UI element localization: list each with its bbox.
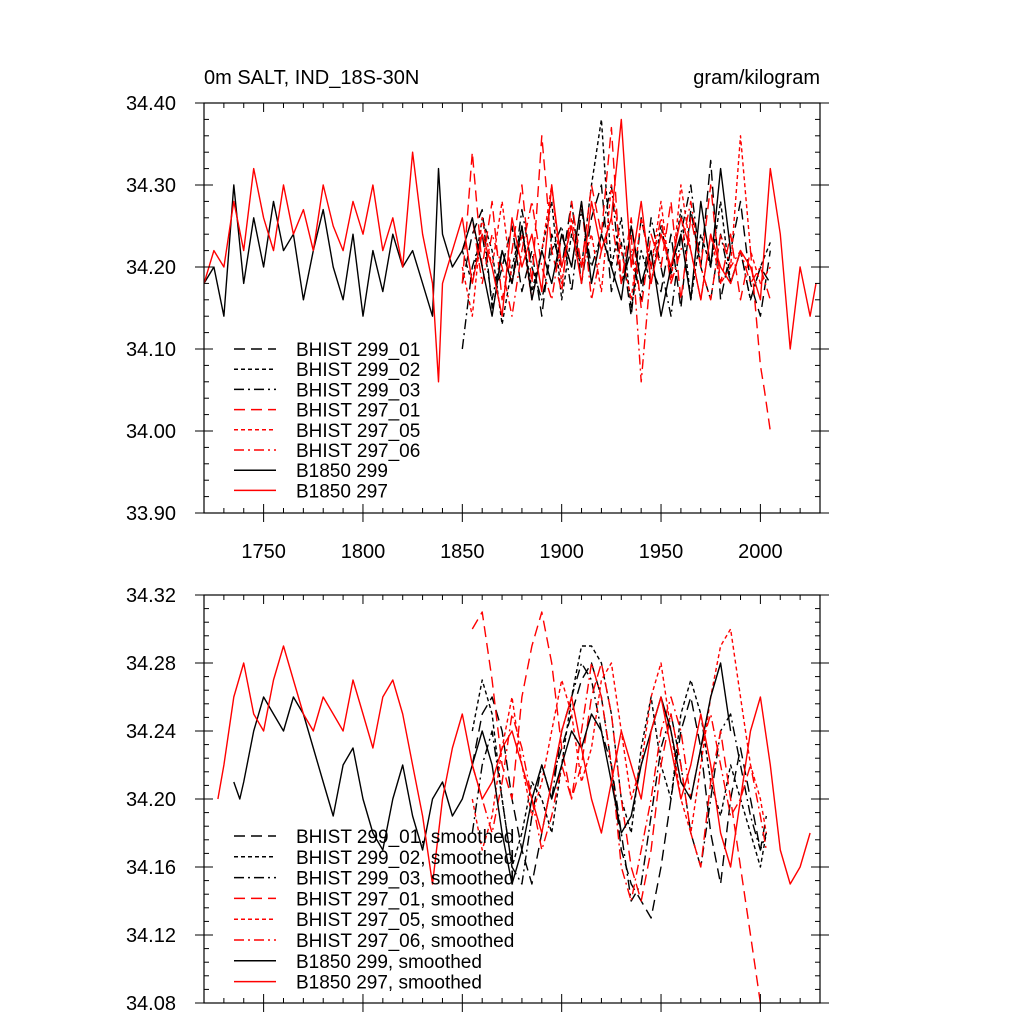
legend-label: BHIST 299_02, smoothed bbox=[296, 848, 514, 869]
panel-salinity-raw: 1750 1800 1850 1900 1950 2000 33.90 34.00 34.10 3… bbox=[126, 93, 829, 563]
legend-label: BHIST 297_05, smoothed bbox=[296, 910, 514, 931]
x-tick-label: 1800 bbox=[341, 541, 386, 563]
y-tick-label: 34.30 bbox=[126, 175, 176, 197]
y-tick-label: 34.40 bbox=[126, 93, 176, 115]
series-line-bhist-297-05 bbox=[461, 135, 771, 317]
legend-label: BHIST 299_01, smoothed bbox=[296, 827, 514, 848]
y-tick-label: 34.24 bbox=[126, 721, 176, 743]
series-line-bhist-299-01 bbox=[461, 159, 771, 317]
y-tick-label: 34.20 bbox=[126, 257, 176, 279]
x-tick-label: 2000 bbox=[738, 541, 783, 563]
legend-label: BHIST 297_01, smoothed bbox=[296, 889, 514, 910]
y-tick-label: 34.10 bbox=[126, 339, 176, 361]
y-tick-label: 34.12 bbox=[126, 925, 176, 947]
series-line-bhist-299-02 bbox=[461, 118, 771, 326]
series-group bbox=[217, 611, 811, 1003]
legend-label: BHIST 299_03 bbox=[296, 380, 420, 401]
panel1-units: gram/kilogram bbox=[693, 67, 820, 89]
series-line-bhist-299-01-smoothed bbox=[471, 662, 767, 919]
legend-label: BHIST 297_05 bbox=[296, 421, 420, 442]
series-line-bhist-297-06 bbox=[461, 200, 771, 383]
y-tick-label: 34.32 bbox=[126, 585, 176, 607]
x-tick-label: 1950 bbox=[639, 541, 684, 563]
y-tick-label: 34.08 bbox=[126, 993, 176, 1015]
series-line-b1850-297 bbox=[204, 118, 817, 383]
series-group bbox=[204, 118, 817, 432]
legend-label: B1850 299 bbox=[296, 461, 388, 482]
legend-label: BHIST 299_02 bbox=[296, 360, 420, 381]
y-tick-label: 34.28 bbox=[126, 653, 176, 675]
legend-label: BHIST 299_03, smoothed bbox=[296, 869, 514, 890]
plot-frame bbox=[203, 102, 821, 514]
legend-label: B1850 299, smoothed bbox=[296, 952, 482, 973]
series-line-b1850-299-smoothed bbox=[233, 662, 732, 885]
panel-salinity-smoothed: 34.08 34.12 34.16 34.20 34.24 34.28 34.32 BHIST… bbox=[126, 585, 829, 1015]
legend-label: B1850 297, smoothed bbox=[296, 973, 482, 994]
legend-label: BHIST 297_01 bbox=[296, 401, 420, 422]
legend-label: B1850 297 bbox=[296, 481, 388, 502]
panel1-title: 0m SALT, IND_18S-30N bbox=[204, 67, 419, 89]
y-tick-label: 34.20 bbox=[126, 789, 176, 811]
y-tick-label: 34.16 bbox=[126, 857, 176, 879]
y-tick-label: 34.00 bbox=[126, 421, 176, 443]
legend-label: BHIST 297_06 bbox=[296, 441, 420, 462]
x-tick-label: 1750 bbox=[241, 541, 286, 563]
series-line-bhist-297-06-smoothed bbox=[471, 662, 767, 902]
y-tick-label: 33.90 bbox=[126, 503, 176, 525]
legend-label: BHIST 299_01 bbox=[296, 340, 420, 361]
legend-label: BHIST 297_06, smoothed bbox=[296, 931, 514, 952]
x-tick-label: 1900 bbox=[539, 541, 584, 563]
series-line-b1850-297-smoothed bbox=[217, 645, 811, 885]
x-tick-label: 1850 bbox=[440, 541, 485, 563]
